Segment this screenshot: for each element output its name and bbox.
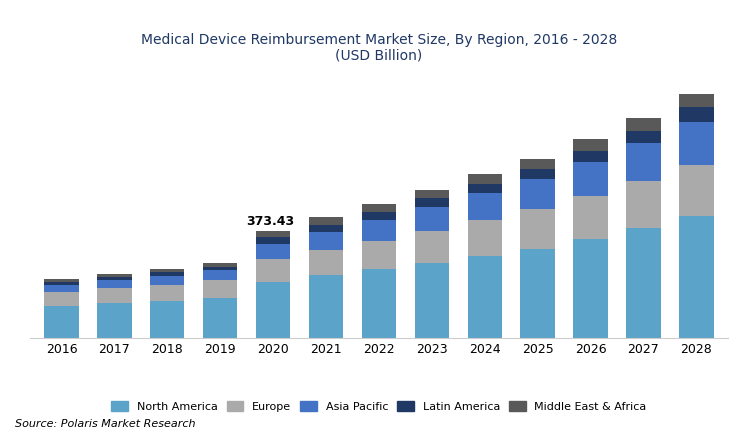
- Bar: [467, 220, 502, 256]
- Bar: [362, 269, 396, 338]
- Bar: [679, 122, 713, 165]
- Bar: [150, 284, 184, 301]
- Bar: [362, 220, 396, 241]
- Bar: [203, 263, 238, 267]
- Bar: [203, 267, 238, 270]
- Bar: [415, 198, 449, 207]
- Bar: [467, 184, 502, 193]
- Bar: [415, 263, 449, 338]
- Bar: [520, 209, 555, 249]
- Bar: [679, 165, 713, 216]
- Bar: [520, 158, 555, 169]
- Bar: [97, 274, 132, 277]
- Bar: [679, 94, 713, 107]
- Bar: [97, 280, 132, 288]
- Bar: [679, 216, 713, 338]
- Bar: [97, 303, 132, 338]
- Bar: [415, 207, 449, 231]
- Bar: [309, 225, 343, 232]
- Bar: [309, 232, 343, 250]
- Bar: [45, 292, 79, 306]
- Bar: [309, 217, 343, 225]
- Bar: [256, 259, 291, 282]
- Bar: [309, 250, 343, 275]
- Bar: [574, 162, 608, 196]
- Bar: [362, 241, 396, 269]
- Bar: [362, 212, 396, 220]
- Bar: [203, 270, 238, 280]
- Bar: [574, 151, 608, 162]
- Bar: [45, 306, 79, 338]
- Bar: [467, 256, 502, 338]
- Text: Source: Polaris Market Research: Source: Polaris Market Research: [15, 419, 195, 429]
- Bar: [626, 131, 661, 143]
- Bar: [256, 282, 291, 338]
- Bar: [203, 280, 238, 298]
- Bar: [415, 190, 449, 198]
- Bar: [256, 244, 291, 259]
- Bar: [45, 282, 79, 284]
- Bar: [150, 269, 184, 272]
- Bar: [256, 237, 291, 244]
- Bar: [574, 196, 608, 239]
- Bar: [150, 272, 184, 276]
- Title: Medical Device Reimbursement Market Size, By Region, 2016 - 2028
(USD Billion): Medical Device Reimbursement Market Size…: [141, 32, 617, 63]
- Bar: [150, 276, 184, 284]
- Bar: [415, 231, 449, 263]
- Bar: [574, 239, 608, 338]
- Bar: [520, 169, 555, 179]
- Bar: [626, 228, 661, 338]
- Bar: [574, 139, 608, 151]
- Bar: [97, 277, 132, 280]
- Bar: [467, 174, 502, 184]
- Bar: [626, 143, 661, 181]
- Bar: [467, 193, 502, 220]
- Bar: [45, 284, 79, 292]
- Bar: [362, 204, 396, 212]
- Bar: [203, 298, 238, 338]
- Bar: [679, 107, 713, 122]
- Bar: [626, 118, 661, 131]
- Bar: [150, 301, 184, 338]
- Text: 373.43: 373.43: [247, 215, 294, 228]
- Bar: [309, 275, 343, 338]
- Bar: [256, 231, 291, 237]
- Bar: [626, 181, 661, 228]
- Bar: [520, 179, 555, 209]
- Bar: [97, 288, 132, 303]
- Legend: North America, Europe, Asia Pacific, Latin America, Middle East & Africa: North America, Europe, Asia Pacific, Lat…: [107, 397, 651, 417]
- Bar: [520, 249, 555, 338]
- Bar: [45, 279, 79, 282]
